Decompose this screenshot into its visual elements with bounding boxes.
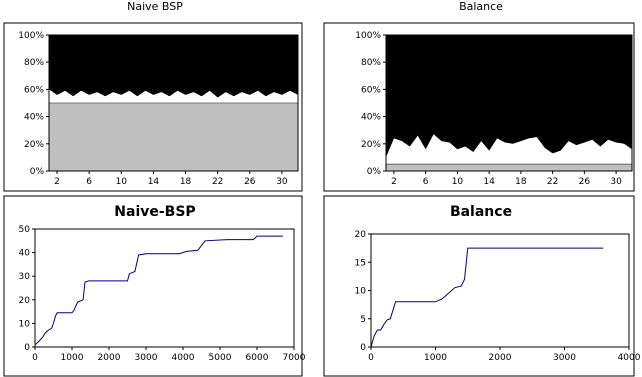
- x-tick-label: 30: [610, 177, 622, 187]
- series-line: [370, 247, 604, 348]
- x-tick-label: 10: [452, 177, 464, 187]
- x-tick-label: 26: [579, 177, 591, 187]
- chart-plot-area: 0%20%40%60%80%100%2 6 10 14 18 22 26 30: [323, 22, 635, 192]
- x-tick-label: 18: [515, 177, 527, 187]
- chart-plot-area: 0%20%40%60%80%100%2 6 10 14 18 22 26 30: [3, 22, 303, 192]
- y-tick-label: 20: [355, 230, 367, 240]
- y-tick-label: 40%: [361, 113, 381, 123]
- x-tick-label: 2: [54, 177, 60, 187]
- x-tick-label: 10: [116, 177, 128, 187]
- y-tick-label: 0%: [367, 167, 382, 177]
- chart-title: Naive-BSP: [114, 204, 196, 220]
- x-tick-label: 14: [483, 177, 495, 187]
- chart-naive-bsp-load: Naive BSP 0% 20% 40% 60% 80% 100% 2 6 10 14 18 22 26…: [0, 0, 310, 192]
- x-tick-label: 30: [276, 177, 288, 187]
- x-tick-label: 1000: [61, 353, 84, 363]
- plot-box: [385, 34, 633, 172]
- chart-title: Balance: [449, 204, 513, 220]
- panel-frame: [323, 195, 635, 377]
- x-tick-label: 1000: [424, 353, 447, 363]
- x-tick-label: 0: [32, 353, 38, 363]
- x-tick-label: 22: [212, 177, 223, 187]
- panel-frame: [323, 22, 635, 192]
- y-tick-label: 15: [355, 258, 366, 268]
- x-tick-label: 14: [148, 177, 160, 187]
- x-tick-label: 3000: [553, 353, 576, 363]
- y-tick-label: 0%: [30, 167, 45, 177]
- y-tick-label: 100%: [18, 31, 44, 41]
- y-tick-label: 10: [19, 319, 31, 329]
- y-tick-label: 20: [19, 296, 31, 306]
- y-tick-label: 0: [24, 343, 30, 353]
- area-layer: [386, 164, 632, 171]
- x-tick-label: 2: [391, 177, 397, 187]
- y-tick-label: 40%: [24, 113, 44, 123]
- area-layer: [386, 134, 632, 171]
- x-tick-label: 6: [86, 177, 92, 187]
- x-tick-label: 7000: [283, 353, 306, 363]
- x-tick-label: 5000: [209, 353, 232, 363]
- y-tick-label: 40: [19, 249, 31, 259]
- y-tick-label: 100%: [355, 31, 381, 41]
- x-tick-label: 3000: [135, 353, 158, 363]
- plot-box: [370, 233, 630, 348]
- x-tick-label: 22: [547, 177, 558, 187]
- x-tick-label: 18: [180, 177, 192, 187]
- chart-naive-bsp-progress: Naive-BSP 0 10 20 30 40 50 0 1000 2000 3000 4000 50…: [0, 195, 310, 377]
- y-tick-label: 80%: [361, 58, 381, 68]
- chart-balance-load: Balance 0% 20% 40% 60% 80% 100% 2 6 10 14 18 22 26 30: [320, 0, 642, 192]
- chart-plot-area: 0 5 10 15 20 0 1000 2000 3000 4000: [323, 195, 641, 377]
- plot-box: [34, 228, 295, 348]
- y-tick-label: 5: [360, 315, 366, 325]
- panel-frame: [3, 195, 303, 377]
- y-tick-label: 80%: [24, 58, 44, 68]
- x-tick-label: 2000: [489, 353, 512, 363]
- series-line: [34, 235, 283, 346]
- y-tick-label: 20%: [24, 140, 44, 150]
- y-tick-label: 30: [19, 272, 31, 282]
- x-tick-label: 26: [244, 177, 256, 187]
- chart-balance-progress: Balance 0 5 10 15 20 0 1000 2000 3000 4000: [320, 195, 642, 377]
- area-layer: [49, 103, 298, 171]
- y-tick-label: 50: [19, 225, 31, 235]
- chart-title: Naive BSP: [127, 0, 183, 13]
- area-layer: [386, 35, 632, 171]
- plot-box: [48, 34, 299, 172]
- x-tick-label: 6: [423, 177, 429, 187]
- chart-title: Balance: [459, 0, 503, 13]
- chart-plot-area: 0 10 20 30 40 50 0 1000 2000 3000 4000 5000 6000 7000: [3, 195, 306, 377]
- y-tick-label: 60%: [24, 85, 44, 95]
- x-tick-label: 6000: [246, 353, 269, 363]
- y-tick-label: 0: [360, 343, 366, 353]
- panel-frame: [3, 22, 303, 192]
- x-tick-label: 0: [368, 353, 374, 363]
- y-tick-label: 20%: [361, 140, 381, 150]
- y-tick-label: 60%: [361, 85, 381, 95]
- y-tick-label: 10: [355, 287, 367, 297]
- x-tick-label: 4000: [618, 353, 641, 363]
- x-tick-label: 4000: [172, 353, 195, 363]
- x-tick-label: 2000: [98, 353, 121, 363]
